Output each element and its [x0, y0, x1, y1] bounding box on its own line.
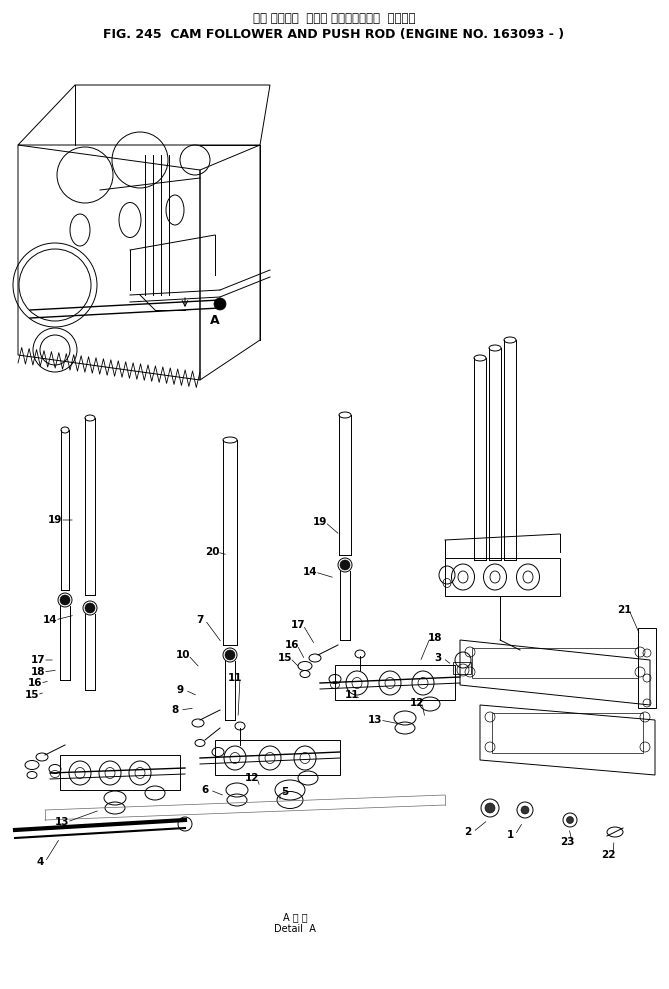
Bar: [60, 755, 180, 790]
Text: 18: 18: [31, 667, 45, 677]
Text: 12: 12: [409, 698, 424, 708]
Circle shape: [521, 806, 529, 814]
Circle shape: [567, 817, 573, 824]
Text: 15: 15: [25, 690, 39, 700]
Bar: [215, 740, 340, 775]
Circle shape: [340, 560, 350, 570]
Bar: [492, 713, 643, 753]
Text: 12: 12: [245, 773, 260, 783]
Text: 10: 10: [176, 650, 190, 660]
Text: 15: 15: [278, 653, 292, 663]
Text: 22: 22: [601, 850, 615, 860]
Circle shape: [85, 603, 95, 613]
Text: 7: 7: [196, 615, 203, 625]
Text: 16: 16: [27, 678, 42, 688]
Text: 21: 21: [617, 605, 632, 615]
Text: A: A: [210, 314, 219, 326]
Text: 19: 19: [47, 515, 62, 525]
Text: Detail  A: Detail A: [274, 924, 316, 934]
Circle shape: [485, 803, 495, 813]
Text: 9: 9: [177, 685, 183, 695]
Text: 4: 4: [36, 857, 43, 867]
Text: 5: 5: [282, 787, 288, 797]
Text: 13: 13: [55, 817, 70, 827]
Circle shape: [60, 595, 70, 605]
Text: 13: 13: [368, 715, 382, 725]
Circle shape: [225, 650, 235, 660]
Bar: [445, 558, 560, 596]
Text: 16: 16: [285, 640, 299, 650]
Text: カム フォロワ  および プッシュロッド  適用号機: カム フォロワ および プッシュロッド 適用号機: [253, 12, 415, 25]
Text: 8: 8: [171, 705, 179, 715]
Bar: [472, 648, 638, 678]
Text: 14: 14: [302, 567, 317, 577]
Text: A 詳 細: A 詳 細: [283, 912, 307, 922]
Text: 17: 17: [31, 655, 45, 665]
Text: 2: 2: [464, 827, 472, 837]
Bar: [335, 665, 455, 700]
Circle shape: [214, 298, 226, 310]
Text: 14: 14: [43, 615, 58, 625]
Text: 11: 11: [227, 673, 242, 683]
Bar: [638, 628, 656, 708]
Text: 3: 3: [434, 653, 442, 663]
Text: 17: 17: [291, 620, 305, 630]
Text: 18: 18: [427, 633, 442, 643]
Text: 19: 19: [313, 517, 327, 527]
Text: 11: 11: [345, 690, 359, 700]
Text: 6: 6: [201, 785, 209, 795]
Text: 23: 23: [560, 837, 574, 847]
Text: 20: 20: [205, 547, 219, 557]
Bar: [453, 662, 471, 674]
Text: 1: 1: [506, 830, 514, 840]
Text: FIG. 245  CAM FOLLOWER AND PUSH ROD (ENGINE NO. 163093 - ): FIG. 245 CAM FOLLOWER AND PUSH ROD (ENGI…: [104, 28, 565, 41]
